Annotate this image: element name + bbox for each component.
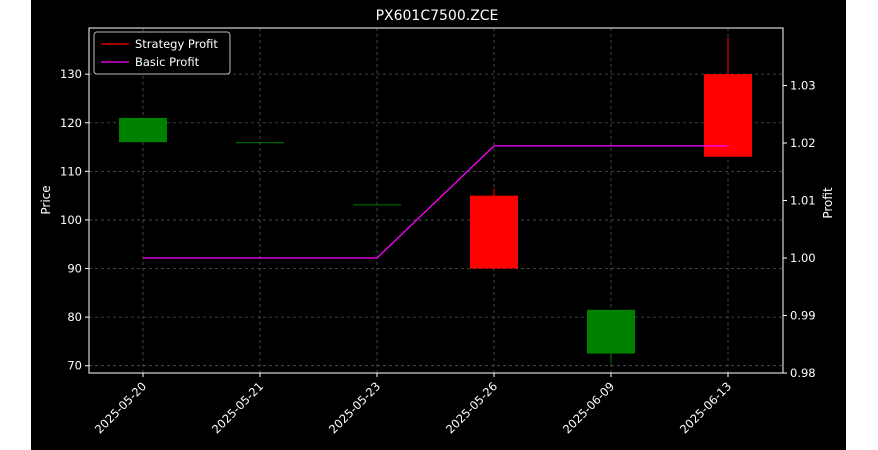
y-tick-label: 110 [60,164,82,178]
candle-body [704,74,752,157]
y-tick-label: 90 [67,262,82,276]
y-axis-label: Price [39,185,53,214]
candle-body [119,117,167,143]
chart-figure: PX601C7500.ZCE 2025-05-20 2025-05-21 2025-… [31,0,846,450]
y-tick-label: 70 [67,359,82,373]
x-tick-label: 2025-05-26 [443,379,500,436]
x-tick-label: 2025-05-23 [326,379,383,436]
y-tick-label: 130 [60,67,82,81]
legend-label-basic-profit: Basic Profit [135,55,200,69]
y2-tick-label: 1.03 [790,79,816,93]
x-tick-label: 2025-06-13 [677,379,734,436]
legend: Strategy Profit Basic Profit [93,31,231,75]
y-tick-label: 100 [60,213,82,227]
chart-svg: PX601C7500.ZCE 2025-05-20 2025-05-21 2025-… [39,8,835,436]
candle-body [587,309,635,354]
candle-body [470,195,518,269]
chart-title: PX601C7500.ZCE [376,8,499,24]
y2-tick-label: 0.98 [790,366,816,380]
x-tick-label: 2025-05-20 [92,379,149,436]
x-tick-label: 2025-05-21 [209,379,266,436]
candle-body [353,204,401,206]
y2-tick-label: 1.02 [790,136,816,150]
y-tick-label: 80 [67,310,82,324]
series-line-basic-profit [143,145,728,259]
x-tick-label: 2025-06-09 [560,379,617,436]
y-tick-label: 120 [60,116,82,130]
candle-body [236,142,284,144]
legend-label-strategy-profit: Strategy Profit [135,37,218,51]
y2-tick-label: 1.01 [790,194,816,208]
y2-axis-label: Profit [821,187,835,219]
y2-tick-label: 0.99 [790,309,816,323]
plot-frame [88,27,784,374]
legend-box [93,31,231,75]
y2-tick-label: 1.00 [790,251,816,265]
